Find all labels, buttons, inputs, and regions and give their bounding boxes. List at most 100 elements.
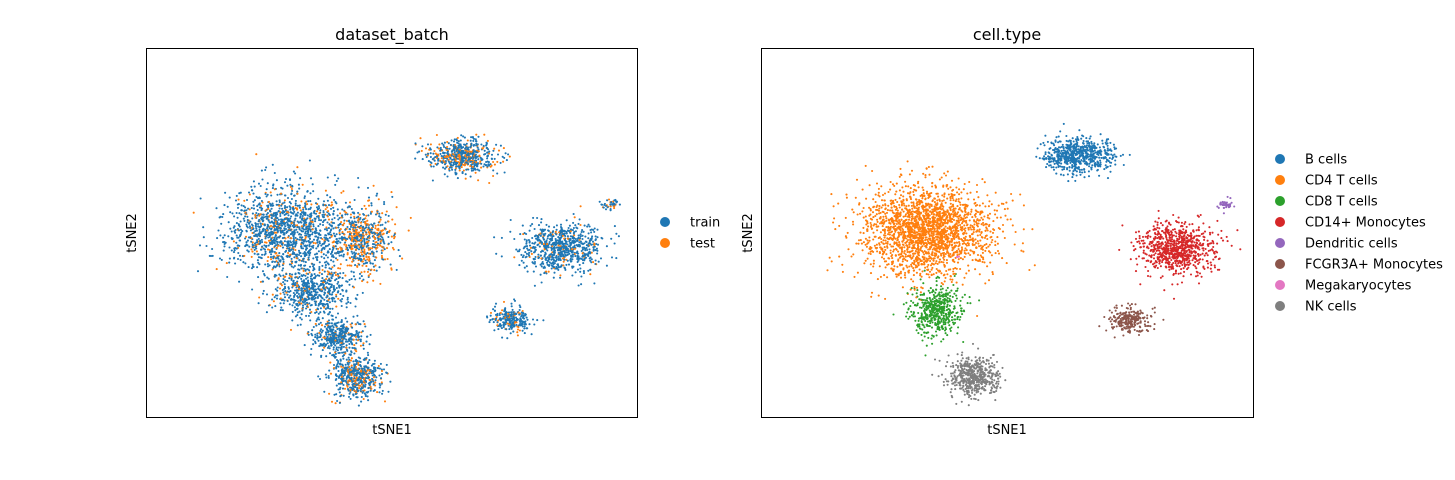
point-test xyxy=(372,279,375,282)
point-train xyxy=(303,195,306,198)
point-train xyxy=(235,241,238,244)
point-test xyxy=(275,246,279,249)
point-train xyxy=(338,391,341,394)
point-test xyxy=(569,230,572,233)
point-test xyxy=(265,229,269,232)
point-train xyxy=(523,327,526,330)
point-train xyxy=(362,262,365,265)
point-train xyxy=(361,218,364,221)
point-train xyxy=(349,386,352,389)
point-train xyxy=(378,367,381,370)
point-test xyxy=(354,248,358,251)
point-test xyxy=(300,302,303,305)
point-train xyxy=(222,249,225,252)
point-train xyxy=(431,179,434,182)
point-train xyxy=(305,301,309,304)
point-train xyxy=(323,257,326,260)
point-train xyxy=(326,275,329,278)
point-train xyxy=(570,255,573,258)
point-train xyxy=(260,217,263,220)
point-train xyxy=(356,257,359,260)
point-test xyxy=(304,236,307,239)
point-train xyxy=(228,196,231,199)
point-train xyxy=(302,260,305,263)
point-train xyxy=(317,316,320,319)
point-train xyxy=(267,224,270,228)
point-test xyxy=(546,243,549,246)
point-train xyxy=(245,209,248,212)
point-test xyxy=(446,165,449,168)
point-train xyxy=(282,291,285,294)
point-train xyxy=(577,222,580,225)
point-train xyxy=(253,252,256,255)
point-train xyxy=(351,326,354,329)
point-train xyxy=(240,209,243,212)
point-train xyxy=(557,258,560,262)
point-train xyxy=(512,330,515,333)
point-train xyxy=(301,227,304,230)
point-train xyxy=(342,255,345,258)
point-train xyxy=(533,284,536,287)
point-test xyxy=(348,201,352,204)
point-train xyxy=(574,271,577,274)
point-train xyxy=(296,253,299,256)
point-train xyxy=(257,261,260,264)
point-train xyxy=(562,254,565,257)
point-train xyxy=(544,244,547,247)
point-test xyxy=(303,217,306,220)
point-test xyxy=(254,213,257,216)
point-test xyxy=(443,161,446,164)
point-train xyxy=(590,231,593,234)
point-train xyxy=(245,198,249,202)
point-train xyxy=(314,300,317,303)
point-train xyxy=(320,343,323,346)
point-train xyxy=(464,173,467,176)
point-train xyxy=(239,234,242,237)
point-test xyxy=(466,139,469,142)
point-train xyxy=(270,253,273,256)
point-train xyxy=(338,284,341,287)
point-train xyxy=(604,208,608,211)
point-train xyxy=(300,218,303,221)
point-train xyxy=(237,223,240,226)
point-train xyxy=(316,295,319,298)
point-test xyxy=(466,150,469,153)
point-test xyxy=(327,298,330,302)
point-train xyxy=(340,345,343,348)
point-train xyxy=(348,392,351,395)
point-train xyxy=(363,239,366,242)
point-train xyxy=(273,236,276,239)
point-train xyxy=(465,161,468,164)
point-train xyxy=(295,228,298,231)
point-train xyxy=(354,253,357,256)
point-train xyxy=(256,205,259,208)
point-train xyxy=(365,245,368,248)
point-train xyxy=(253,234,256,237)
point-train xyxy=(311,329,314,332)
point-train xyxy=(342,345,345,348)
point-train xyxy=(301,309,304,312)
point-train xyxy=(360,395,363,399)
point-train xyxy=(536,244,539,247)
point-train xyxy=(323,228,327,231)
point-train xyxy=(297,264,300,267)
point-test xyxy=(339,267,342,270)
point-train xyxy=(576,239,579,242)
point-train xyxy=(314,296,317,299)
point-train xyxy=(326,251,329,254)
point-train xyxy=(357,404,360,407)
point-train xyxy=(542,262,545,265)
point-test xyxy=(225,262,228,265)
point-test xyxy=(464,155,467,158)
point-train xyxy=(442,166,445,169)
point-train xyxy=(350,350,353,353)
point-train xyxy=(510,327,513,330)
point-train xyxy=(553,246,556,249)
point-train xyxy=(355,374,358,377)
point-train xyxy=(356,396,359,399)
point-train xyxy=(250,223,253,226)
point-train xyxy=(262,216,266,219)
point-train xyxy=(523,325,526,328)
point-train xyxy=(441,142,444,145)
point-train xyxy=(351,252,354,255)
